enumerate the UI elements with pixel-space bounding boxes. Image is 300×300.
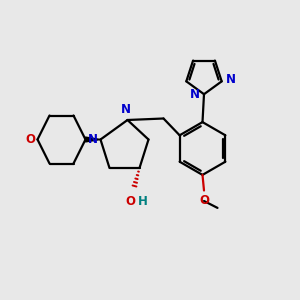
Text: N: N [226,73,236,86]
Text: O: O [25,133,35,146]
Text: N: N [88,133,98,146]
Text: N: N [190,88,200,101]
Text: O: O [199,194,209,207]
Text: H: H [138,195,148,208]
Text: N: N [121,103,131,116]
Polygon shape [85,137,100,142]
Text: O: O [125,195,136,208]
